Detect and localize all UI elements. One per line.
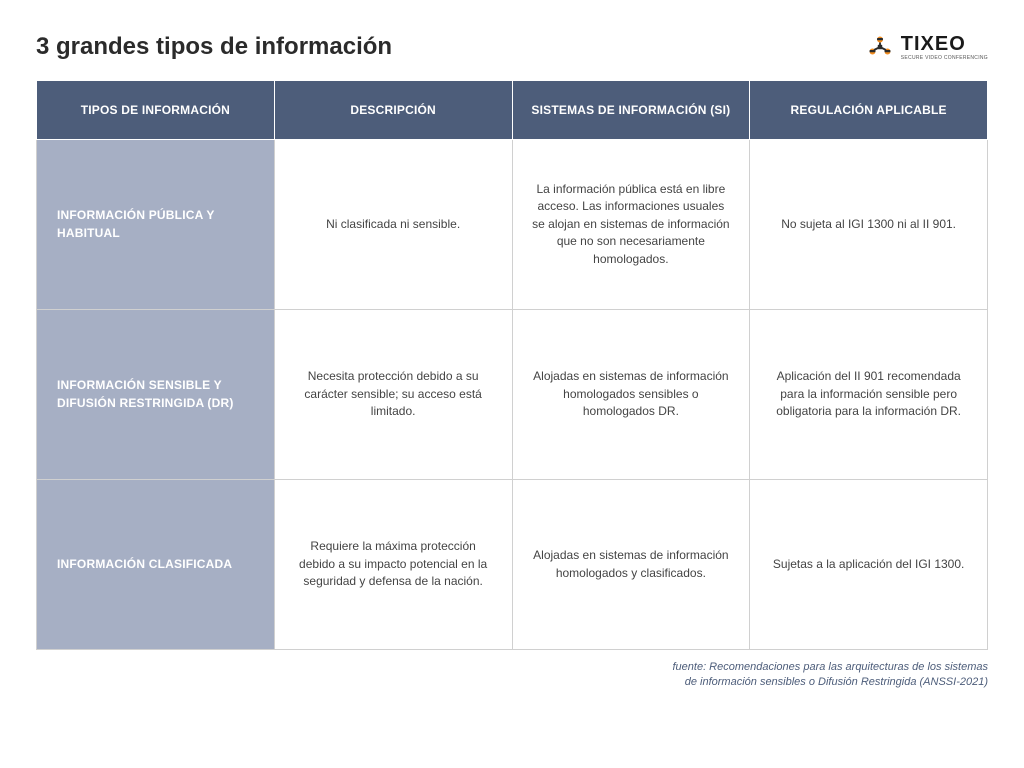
row-si: Alojadas en sistemas de información homo… [512, 480, 750, 650]
row-si: La información pública está en libre acc… [512, 140, 750, 310]
logo-icon [865, 32, 895, 62]
col-header-types: TIPOS DE INFORMACIÓN [37, 81, 275, 140]
logo-text-sub: SECURE VIDEO CONFERENCING [901, 56, 988, 61]
source-line-2: de información sensibles o Difusión Rest… [685, 676, 988, 688]
info-types-table: TIPOS DE INFORMACIÓN DESCRIPCIÓN SISTEMA… [36, 80, 988, 650]
source-line-1: fuente: Recomendaciones para las arquite… [672, 661, 988, 673]
col-header-reg: REGULACIÓN APLICABLE [750, 81, 988, 140]
row-desc: Ni clasificada ni sensible. [274, 140, 512, 310]
row-type-label: INFORMACIÓN SENSIBLE Y DIFUSIÓN RESTRING… [37, 310, 275, 480]
row-desc: Necesita protección debido a su carácter… [274, 310, 512, 480]
table-row: INFORMACIÓN CLASIFICADA Requiere la máxi… [37, 480, 988, 650]
logo-text-main: TIXEO [901, 34, 988, 54]
page-title: 3 grandes tipos de información [36, 33, 392, 61]
col-header-desc: DESCRIPCIÓN [274, 81, 512, 140]
source-citation: fuente: Recomendaciones para las arquite… [36, 660, 988, 691]
table-row: INFORMACIÓN SENSIBLE Y DIFUSIÓN RESTRING… [37, 310, 988, 480]
col-header-si: SISTEMAS DE INFORMACIÓN (SI) [512, 81, 750, 140]
table-header-row: TIPOS DE INFORMACIÓN DESCRIPCIÓN SISTEMA… [37, 81, 988, 140]
row-reg: Aplicación del II 901 recomendada para l… [750, 310, 988, 480]
row-reg: No sujeta al IGI 1300 ni al II 901. [750, 140, 988, 310]
table-row: INFORMACIÓN PÚBLICA Y HABITUAL Ni clasif… [37, 140, 988, 310]
brand-logo: TIXEO SECURE VIDEO CONFERENCING [865, 32, 988, 62]
row-type-label: INFORMACIÓN CLASIFICADA [37, 480, 275, 650]
row-si: Alojadas en sistemas de información homo… [512, 310, 750, 480]
row-type-label: INFORMACIÓN PÚBLICA Y HABITUAL [37, 140, 275, 310]
row-desc: Requiere la máxima protección debido a s… [274, 480, 512, 650]
logo-text: TIXEO SECURE VIDEO CONFERENCING [901, 34, 988, 61]
row-reg: Sujetas a la aplicación del IGI 1300. [750, 480, 988, 650]
page-header: 3 grandes tipos de información TIXEO SEC… [36, 32, 988, 62]
